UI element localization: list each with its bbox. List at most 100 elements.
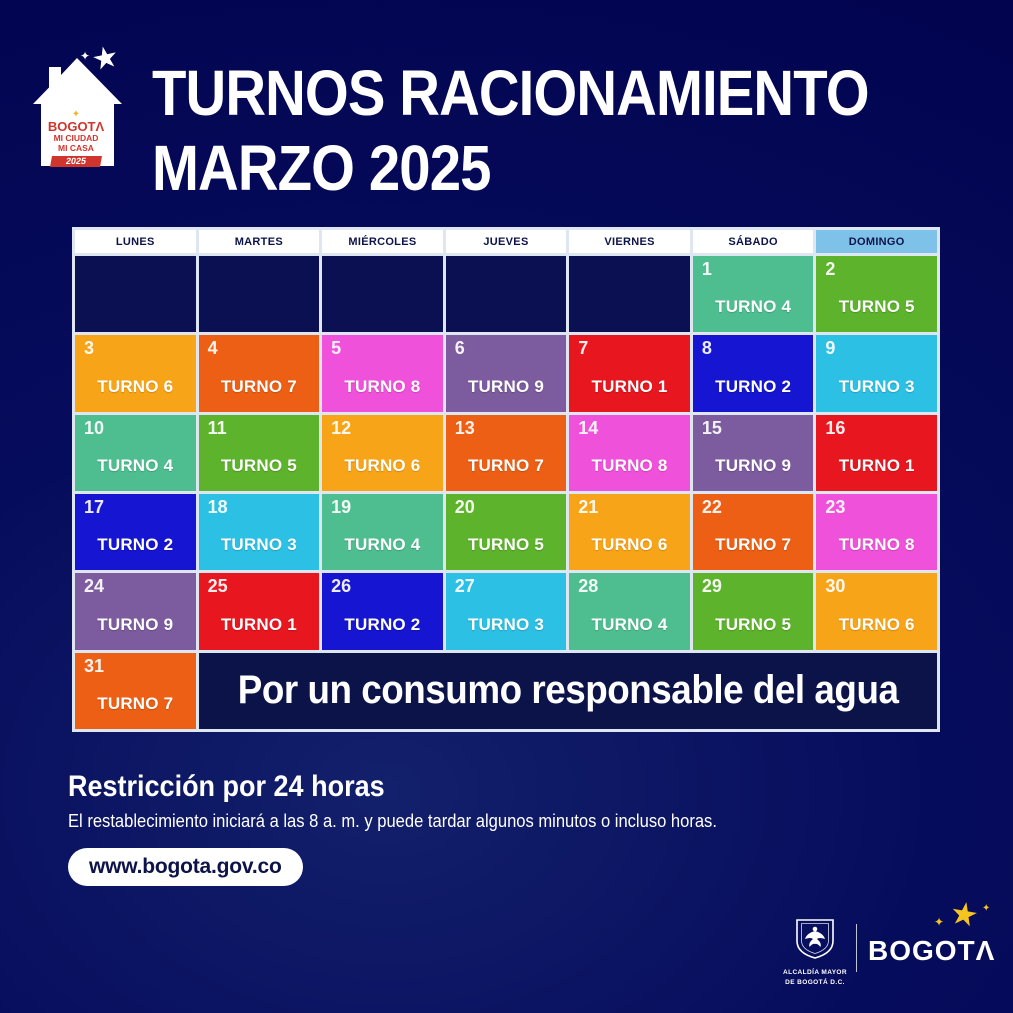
weekday-header: JUEVES xyxy=(445,230,567,253)
empty-day-cell xyxy=(75,256,196,333)
turno-label: TURNO 5 xyxy=(467,535,544,555)
day-number: 21 xyxy=(578,497,599,517)
day-number: 17 xyxy=(84,497,105,517)
day-cell-25: 25 TURNO 1 xyxy=(198,573,320,650)
restriction-text: El restablecimiento iniciará a las 8 a. … xyxy=(68,811,717,831)
turno-label: TURNO 4 xyxy=(715,297,792,317)
day-number: 31 xyxy=(84,655,105,676)
day-cell-26: 26 TURNO 2 xyxy=(322,573,443,650)
day-number: 18 xyxy=(207,497,228,517)
day-number: 4 xyxy=(207,338,218,359)
page-subtitle-month: MARZO 2025 xyxy=(152,132,491,204)
alcaldia-crest: ALCALDÍA MAYOR DE BOGOTÁ D.C. xyxy=(776,918,854,988)
day-number: 30 xyxy=(825,576,846,597)
day-cell-5: 5 TURNO 8 xyxy=(322,335,443,412)
turno-label: TURNO 6 xyxy=(838,614,915,634)
day-number: 22 xyxy=(701,497,722,517)
wordmark-star-icon: ★ xyxy=(947,893,982,935)
house-icon xyxy=(33,58,122,166)
turno-label: TURNO 7 xyxy=(97,694,174,713)
empty-day-cell xyxy=(198,256,320,333)
turno-label: TURNO 2 xyxy=(344,614,421,634)
day-number: 8 xyxy=(701,338,712,359)
turno-label: TURNO 2 xyxy=(97,535,174,555)
calendar-message: Por un consumo responsable del agua xyxy=(237,668,899,713)
day-cell-17: 17 TURNO 2 xyxy=(75,494,196,571)
day-number: 23 xyxy=(825,497,846,517)
turno-label: TURNO 7 xyxy=(220,376,297,396)
day-cell-8: 8 TURNO 2 xyxy=(692,335,814,412)
page-title: TURNOS RACIONAMIENTO xyxy=(152,57,870,129)
sparkle-icon: ✦ xyxy=(80,49,91,63)
calendar-grid: LUNES MARTES MIÉRCOLES JUEVES VIERNES SÁBADO D… xyxy=(72,227,940,732)
empty-day-cell xyxy=(569,256,690,333)
small-star-icon: ✦ xyxy=(71,109,81,120)
turno-label: TURNO 5 xyxy=(220,456,297,475)
day-number: 28 xyxy=(578,576,599,597)
turno-label: TURNO 4 xyxy=(591,614,668,634)
weekday-header: DOMINGO xyxy=(816,230,937,253)
turno-label: TURNO 8 xyxy=(591,456,668,475)
day-number: 25 xyxy=(207,576,228,597)
day-number: 9 xyxy=(825,338,836,359)
logo-brand: BOGOTΛ xyxy=(47,119,105,134)
turno-label: TURNO 4 xyxy=(97,456,174,475)
logo-year-band: 2025 xyxy=(50,155,102,167)
logo-line2: MI CIUDAD xyxy=(53,133,99,144)
day-number: 16 xyxy=(825,417,846,438)
day-number: 26 xyxy=(331,576,352,597)
day-cell-7: 7 TURNO 1 xyxy=(569,335,690,412)
turno-label: TURNO 9 xyxy=(97,614,174,634)
day-number: 1 xyxy=(701,259,712,279)
turno-label: TURNO 1 xyxy=(220,614,297,634)
day-number: 29 xyxy=(701,576,722,597)
day-number: 14 xyxy=(578,417,599,438)
empty-day-cell xyxy=(322,256,443,333)
day-cell-31: 31 TURNO 7 xyxy=(75,652,196,729)
house-logo-text: ✦ BOGOTΛ MI CIUDAD MI CASA 2025 xyxy=(40,110,112,167)
star-icon: ★ xyxy=(88,39,122,78)
day-number: 12 xyxy=(331,417,352,438)
day-cell-10: 10 TURNO 4 xyxy=(75,414,196,491)
day-cell-24: 24 TURNO 9 xyxy=(75,573,196,650)
website-pill[interactable]: www.bogota.gov.co xyxy=(68,848,303,886)
turno-label: TURNO 5 xyxy=(715,614,792,634)
day-cell-13: 13 TURNO 7 xyxy=(445,414,567,491)
day-cell-3: 3 TURNO 6 xyxy=(75,335,196,412)
weekday-header: MARTES xyxy=(198,230,320,253)
day-number: 6 xyxy=(454,338,465,359)
day-cell-16: 16 TURNO 1 xyxy=(816,414,937,491)
wordmark-sparkle-icon: ✦ xyxy=(934,915,945,929)
bogota-house-logo: ★ ✦ ✦ BOGOTΛ MI CIUDAD MI CASA 2025 xyxy=(30,40,132,172)
weekday-header: VIERNES xyxy=(569,230,690,253)
logo-line3: MI CASA xyxy=(58,143,94,154)
weekday-header: MIÉRCOLES xyxy=(322,230,443,253)
day-number: 2 xyxy=(825,259,836,279)
day-number: 3 xyxy=(84,338,95,359)
day-number: 19 xyxy=(331,497,352,517)
turno-label: TURNO 6 xyxy=(97,376,174,396)
day-cell-18: 18 TURNO 3 xyxy=(198,494,320,571)
turno-label: TURNO 2 xyxy=(715,376,792,396)
day-number: 24 xyxy=(84,576,105,597)
bogota-wordmark: ★ ✦ ✦ BOGOTΛ xyxy=(868,894,1004,980)
turno-label: TURNO 7 xyxy=(467,456,544,475)
day-number: 27 xyxy=(454,576,475,597)
turno-label: TURNO 3 xyxy=(467,614,544,634)
day-number: 7 xyxy=(578,338,589,359)
day-cell-4: 4 TURNO 7 xyxy=(198,335,320,412)
weekday-header: SÁBADO xyxy=(692,230,814,253)
alcaldia-label-1: ALCALDÍA MAYOR xyxy=(783,969,847,976)
day-cell-19: 19 TURNO 4 xyxy=(322,494,443,571)
day-cell-12: 12 TURNO 6 xyxy=(322,414,443,491)
turno-label: TURNO 7 xyxy=(715,535,792,555)
day-cell-6: 6 TURNO 9 xyxy=(445,335,567,412)
day-cell-11: 11 TURNO 5 xyxy=(198,414,320,491)
day-cell-21: 21 TURNO 6 xyxy=(569,494,690,571)
turno-label: TURNO 8 xyxy=(344,376,421,396)
day-number: 5 xyxy=(331,338,342,359)
day-cell-1: 1 TURNO 4 xyxy=(692,256,814,333)
wordmark-text: BOGOTΛ xyxy=(868,935,996,966)
turno-label: TURNO 6 xyxy=(591,535,668,555)
